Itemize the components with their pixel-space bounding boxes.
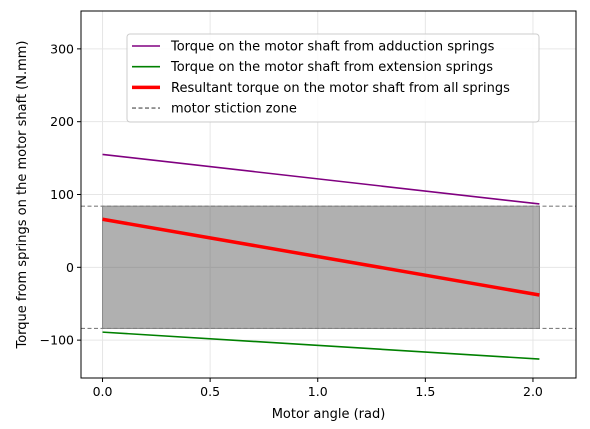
x-axis-label: Motor angle (rad) xyxy=(272,407,386,422)
series-line xyxy=(102,217,540,297)
y-axis-ticks: −100 0 100 200 300 xyxy=(40,41,81,348)
legend-box xyxy=(126,33,540,123)
x-tick-label: 0.5 xyxy=(200,384,220,399)
series-lines xyxy=(81,153,576,360)
x-tick-label: 2.0 xyxy=(523,384,543,399)
x-tick-label: 0.0 xyxy=(93,384,113,399)
y-tick-label: 100 xyxy=(50,187,74,202)
legend: Torque on the motor shaft from adduction… xyxy=(126,33,540,123)
legend-entry: Torque on the motor shaft from extension… xyxy=(170,60,493,75)
series-line xyxy=(102,331,540,360)
legend-entry: Torque on the motor shaft from adduction… xyxy=(170,40,495,55)
legend-entry: motor stiction zone xyxy=(171,102,297,117)
stiction-band xyxy=(102,205,540,329)
y-axis-label: Torque from springs on the motor shaft (… xyxy=(15,40,30,349)
series-line xyxy=(102,153,540,205)
y-tick-label: 0 xyxy=(66,260,74,275)
legend-entry: Resultant torque on the motor shaft from… xyxy=(171,81,510,96)
x-tick-label: 1.5 xyxy=(415,384,435,399)
y-tick-label: −100 xyxy=(40,333,74,348)
x-tick-label: 1.0 xyxy=(308,384,328,399)
y-tick-label: 200 xyxy=(50,114,74,129)
x-axis-ticks: 0.0 0.5 1.0 1.5 2.0 xyxy=(93,378,543,399)
y-tick-label: 300 xyxy=(50,41,74,56)
